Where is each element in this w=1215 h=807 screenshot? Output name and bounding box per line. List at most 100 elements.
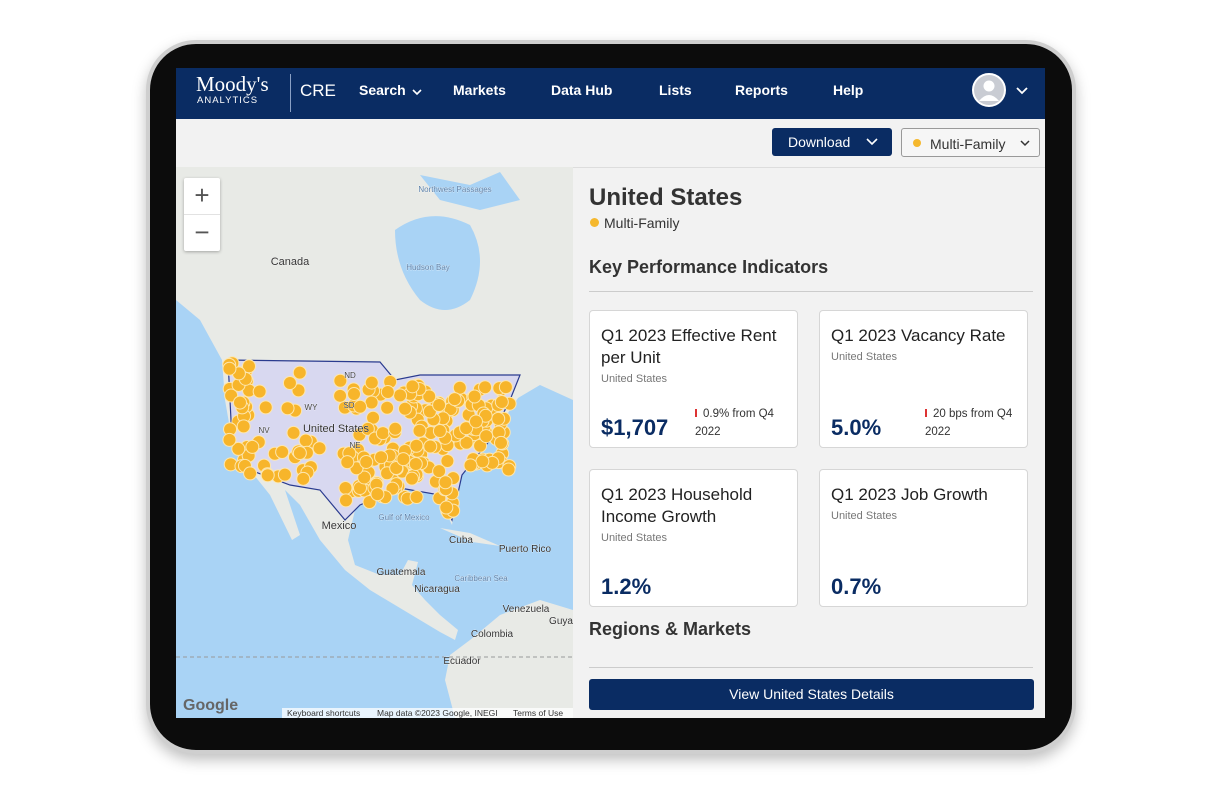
divider	[589, 667, 1033, 668]
market-marker[interactable]	[468, 414, 483, 429]
market-marker[interactable]	[380, 385, 395, 400]
market-marker[interactable]	[347, 387, 362, 402]
market-marker[interactable]	[491, 411, 506, 426]
market-marker[interactable]	[422, 389, 437, 404]
market-marker[interactable]	[364, 375, 379, 390]
market-marker[interactable]	[440, 454, 455, 469]
market-marker[interactable]	[260, 468, 275, 483]
market-marker[interactable]	[236, 419, 251, 434]
map-label: Cuba	[449, 535, 473, 546]
market-marker[interactable]	[432, 424, 447, 439]
market-marker[interactable]	[375, 426, 390, 441]
market-marker[interactable]	[243, 466, 258, 481]
market-marker[interactable]	[380, 400, 395, 415]
nav-item[interactable]: Data Hub	[551, 82, 613, 98]
map[interactable]: Canada Hudson Bay Northwest Passages ND SD WY…	[176, 167, 573, 718]
zoom-out[interactable]: −	[194, 217, 210, 247]
market-marker[interactable]	[338, 493, 353, 508]
download-button[interactable]: Download	[772, 128, 892, 156]
nav-item[interactable]: Reports	[735, 82, 788, 98]
market-marker[interactable]	[409, 490, 424, 505]
legend-dot	[913, 139, 921, 147]
chevron	[412, 89, 422, 96]
market-marker[interactable]	[412, 423, 427, 438]
market-marker[interactable]	[478, 380, 493, 395]
map-label: Mexico	[322, 520, 357, 532]
market-marker[interactable]	[360, 421, 375, 436]
market-marker[interactable]	[222, 432, 237, 447]
map-label: Ecuador	[443, 656, 481, 667]
market-marker[interactable]	[374, 450, 389, 465]
market-marker[interactable]	[231, 441, 246, 456]
market-marker[interactable]	[296, 471, 311, 486]
market-marker[interactable]	[409, 438, 424, 453]
market-marker[interactable]	[432, 398, 447, 413]
market-marker[interactable]	[432, 464, 447, 479]
map-label: Guatemala	[377, 567, 426, 578]
nav-item[interactable]: Search	[359, 82, 406, 98]
market-marker[interactable]	[286, 425, 301, 440]
market-marker[interactable]	[438, 475, 453, 490]
shortcuts[interactable]: Keyboard shortcuts	[287, 708, 361, 718]
market-marker[interactable]	[439, 500, 454, 515]
market-marker[interactable]	[359, 454, 374, 469]
market-marker[interactable]	[404, 471, 419, 486]
market-marker[interactable]	[340, 455, 355, 470]
market-marker[interactable]	[423, 439, 438, 454]
market-marker[interactable]	[245, 439, 260, 454]
market-marker[interactable]	[393, 388, 408, 403]
market-marker[interactable]	[370, 487, 385, 502]
market-marker[interactable]	[494, 435, 509, 450]
filter-dropdown[interactable]: Multi-Family	[901, 128, 1040, 157]
card-value: 1.2%	[601, 574, 652, 599]
market-marker[interactable]	[408, 456, 423, 471]
market-marker[interactable]	[333, 373, 348, 388]
market-marker[interactable]	[277, 467, 292, 482]
map-label: Canada	[271, 256, 310, 268]
map-label: Venezuela	[503, 604, 550, 615]
kpi-card: Q1 2023 Vacancy Rate United States 5.0% 20 …	[819, 310, 1028, 448]
market-marker[interactable]	[312, 441, 327, 456]
market-marker[interactable]	[338, 481, 353, 496]
kpi-card: Q1 2023 Job Growth United States 0.7%	[819, 469, 1028, 607]
nav-item[interactable]: Markets	[453, 82, 506, 98]
detail-panel: United States Multi-Family Key Performan…	[573, 168, 1045, 718]
market-marker[interactable]	[222, 361, 237, 376]
market-marker[interactable]	[232, 395, 247, 410]
map-label: NE	[349, 441, 360, 450]
nav-item[interactable]: Help	[833, 82, 864, 98]
market-marker[interactable]	[459, 435, 474, 450]
market-marker[interactable]	[463, 458, 478, 473]
details-button[interactable]: View United States Details	[589, 679, 1034, 710]
market-marker[interactable]	[353, 399, 368, 414]
market-marker[interactable]	[275, 444, 290, 459]
nav-item[interactable]: Lists	[659, 82, 692, 98]
market-marker[interactable]	[494, 394, 509, 409]
terms[interactable]: Terms of Use	[513, 708, 564, 718]
market-marker[interactable]	[292, 445, 307, 460]
zoom-in[interactable]: +	[184, 178, 220, 215]
market-marker[interactable]	[405, 379, 420, 394]
market-marker[interactable]	[459, 421, 474, 436]
market-marker[interactable]	[282, 375, 297, 390]
market-marker[interactable]	[333, 388, 348, 403]
logo[interactable]: Moody's	[196, 72, 269, 96]
market-marker[interactable]	[388, 421, 403, 436]
market-marker[interactable]	[501, 462, 516, 477]
user-menu[interactable]	[971, 73, 1031, 113]
market-marker[interactable]	[498, 380, 513, 395]
market-marker[interactable]	[475, 454, 490, 469]
market-marker[interactable]	[280, 401, 295, 416]
market-marker[interactable]	[467, 389, 482, 404]
market-marker[interactable]	[479, 429, 494, 444]
market-marker[interactable]	[396, 452, 411, 467]
market-marker[interactable]	[357, 470, 372, 485]
map-label: Guya	[549, 616, 573, 627]
market-marker[interactable]	[398, 401, 413, 416]
market-marker[interactable]	[447, 392, 462, 407]
card-value: 5.0%	[831, 415, 882, 440]
filter-label: Multi-Family	[930, 136, 1006, 152]
market-marker[interactable]	[252, 384, 267, 399]
market-marker[interactable]	[292, 365, 307, 380]
market-marker[interactable]	[258, 400, 273, 415]
